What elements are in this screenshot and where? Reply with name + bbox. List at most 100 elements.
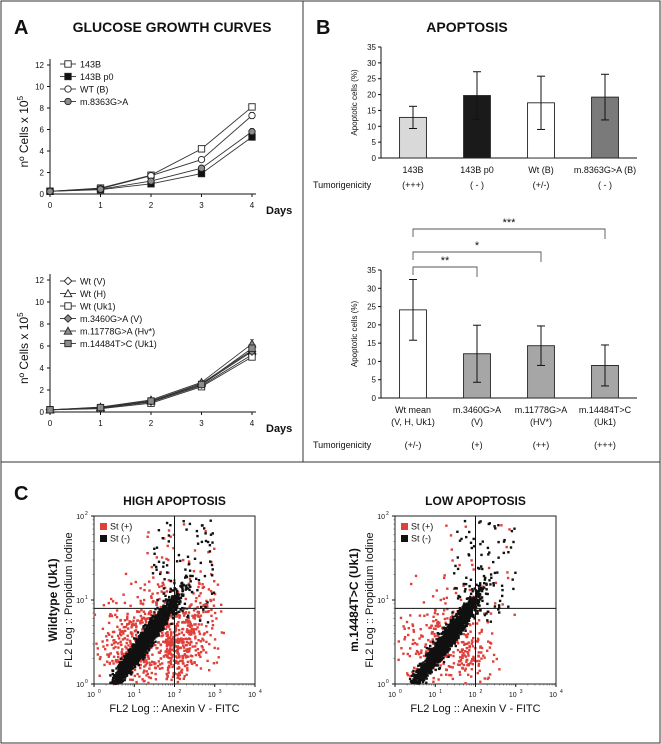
- event-dot: [162, 592, 165, 595]
- event-dot: [124, 661, 128, 665]
- event-dot: [187, 582, 190, 585]
- event-dot: [126, 659, 129, 663]
- event-dot: [188, 637, 192, 641]
- event-dot: [165, 564, 169, 567]
- event-dot: [185, 528, 188, 531]
- event-dot: [438, 621, 441, 624]
- event-dot: [156, 583, 160, 586]
- event-dot: [483, 582, 486, 585]
- event-dot: [150, 643, 154, 646]
- event-dot: [199, 570, 202, 573]
- event-dot: [445, 668, 448, 671]
- event-dot: [115, 616, 119, 619]
- event-dot: [115, 601, 118, 605]
- event-dot: [165, 641, 169, 644]
- event-dot: [148, 661, 151, 664]
- event-dot: [196, 534, 199, 538]
- event-dot: [477, 654, 480, 657]
- event-dot: [169, 579, 172, 583]
- event-dot: [486, 610, 489, 613]
- event-dot: [485, 588, 488, 591]
- event-dot: [184, 585, 187, 588]
- event-dot: [465, 660, 468, 664]
- y-tick-label: 6: [40, 126, 45, 135]
- event-dot: [186, 667, 189, 670]
- event-dot: [198, 615, 201, 618]
- event-dot: [118, 667, 121, 670]
- event-dot: [418, 614, 422, 617]
- event-dot: [480, 565, 483, 568]
- legend-label: Wt (Uk1): [80, 302, 116, 312]
- significance-stars: **: [441, 255, 450, 267]
- y-axis-label-exponent: 5: [16, 95, 25, 100]
- event-dot: [415, 667, 418, 671]
- event-dot: [122, 652, 125, 656]
- event-dot: [166, 637, 170, 640]
- event-dot: [156, 598, 159, 602]
- event-dot: [106, 632, 110, 635]
- x-tick-label: 2: [149, 201, 154, 210]
- event-dot: [119, 640, 122, 643]
- event-dots: [93, 519, 225, 686]
- event-dot: [454, 586, 457, 590]
- event-dot: [136, 653, 139, 656]
- event-dot: [161, 662, 164, 665]
- event-dot: [471, 590, 474, 593]
- event-dot: [501, 594, 504, 598]
- event-dot: [473, 587, 477, 590]
- event-dot: [417, 664, 420, 667]
- event-dot: [155, 546, 159, 549]
- event-dot: [105, 635, 108, 638]
- event-dot: [177, 628, 181, 632]
- event-dot: [147, 676, 151, 679]
- event-dot: [434, 627, 437, 631]
- event-dot: [116, 680, 119, 683]
- event-dot: [151, 660, 154, 663]
- event-dot: [166, 668, 170, 672]
- event-dot: [165, 590, 169, 593]
- event-dot: [154, 636, 157, 639]
- event-dot: [506, 576, 510, 580]
- event-dot: [161, 619, 164, 622]
- event-dot: [178, 614, 182, 617]
- event-dot: [129, 648, 132, 651]
- event-dot: [409, 647, 412, 650]
- event-dot: [425, 650, 428, 653]
- event-dot: [477, 638, 480, 641]
- event-dot: [412, 630, 416, 633]
- event-dot: [130, 623, 134, 627]
- legend-marker: [63, 276, 73, 286]
- event-dot: [502, 540, 506, 543]
- event-dot: [488, 551, 491, 554]
- event-dot: [160, 609, 164, 612]
- event-dot: [422, 654, 426, 658]
- event-dot: [483, 586, 486, 589]
- event-dot: [192, 592, 195, 595]
- event-dot: [153, 666, 157, 669]
- event-dots: [397, 519, 517, 685]
- event-dot: [454, 644, 457, 648]
- event-dot: [451, 611, 454, 614]
- event-dot: [136, 651, 140, 654]
- event-dot: [183, 602, 187, 605]
- event-dot: [193, 557, 197, 560]
- data-point: [197, 380, 206, 389]
- y-tick-label: 0: [372, 394, 377, 403]
- event-dot: [126, 612, 129, 616]
- event-dot: [500, 524, 503, 527]
- event-dot: [468, 644, 471, 648]
- event-dot: [119, 673, 122, 677]
- event-dot: [130, 647, 134, 650]
- event-dot: [443, 574, 446, 577]
- tumorigenicity-value: (++): [533, 440, 550, 450]
- event-dot: [164, 632, 168, 635]
- y-axis-label: nº Cells x 105: [16, 95, 31, 167]
- event-dot: [132, 661, 135, 664]
- event-dot: [436, 623, 440, 626]
- event-dot: [457, 634, 460, 638]
- event-dot: [147, 649, 151, 652]
- data-point: [197, 155, 206, 164]
- event-dot: [129, 661, 132, 665]
- event-dot: [507, 605, 510, 608]
- event-dot: [449, 665, 452, 669]
